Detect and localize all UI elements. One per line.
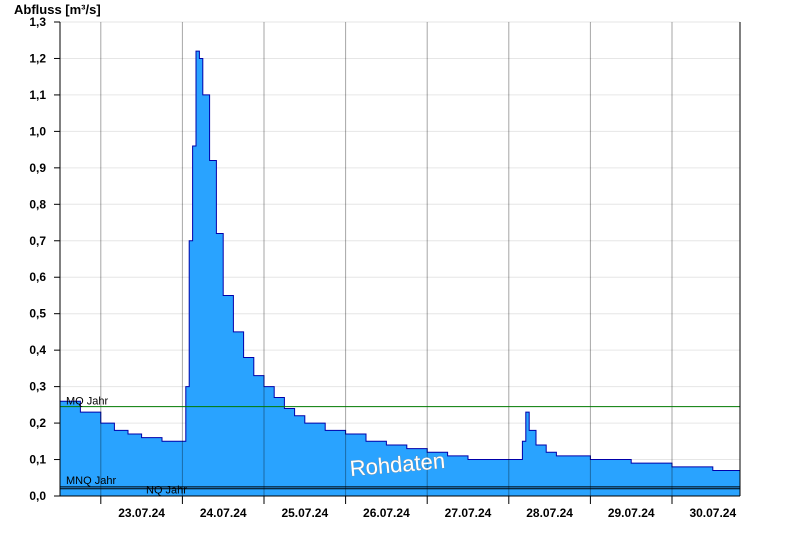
reference-line-label: MNQ Jahr — [66, 475, 116, 487]
x-tick-label: 29.07.24 — [608, 506, 655, 520]
y-tick-label: 1,2 — [29, 51, 46, 65]
x-tick-label: 30.07.24 — [689, 506, 736, 520]
y-tick-label: 0,8 — [29, 197, 46, 211]
y-tick-label: 0,6 — [29, 270, 46, 284]
y-tick-label: 0,2 — [29, 416, 46, 430]
y-tick-label: 1,3 — [29, 15, 46, 29]
y-tick-label: 0,3 — [29, 380, 46, 394]
series-layer — [60, 22, 740, 497]
y-tick-label: 0,5 — [29, 307, 46, 321]
y-ticks: 0,0 0,1 0,2 0,3 0,4 0,5 0,6 0,7 0,8 0,9 1,0 1,1 1,2 1… — [29, 15, 60, 503]
x-tick-label: 28.07.24 — [526, 506, 573, 520]
x-ticks: 23.07.24 24.07.24 25.07.24 26.07.24 27.07.24… — [100, 496, 736, 520]
y-tick-label: 1,0 — [29, 124, 46, 138]
y-tick-label: 0,9 — [29, 161, 46, 175]
grid — [60, 21, 740, 461]
y-tick-label: 1,1 — [29, 88, 46, 102]
x-tick-label: 27.07.24 — [445, 506, 492, 520]
y-tick-label: 0,7 — [29, 234, 46, 248]
reference-line-label: MQ Jahr — [66, 396, 109, 408]
x-tick-label: 23.07.24 — [118, 506, 165, 520]
y-tick-label: 0,1 — [29, 453, 46, 467]
y-tick-label: 0,4 — [29, 343, 46, 357]
reference-lines: MQ Jahr MNQ Jahr NQ Jahr — [60, 396, 740, 497]
reference-line-label: NQ Jahr — [146, 485, 187, 497]
axes — [59, 22, 741, 497]
y-axis-label: Abfluss [m³/s] — [14, 2, 101, 17]
x-tick-label: 25.07.24 — [281, 506, 328, 520]
x-tick-label: 24.07.24 — [200, 506, 247, 520]
y-tick-label: 0,0 — [29, 489, 46, 503]
discharge-line — [60, 50, 740, 471]
discharge-area — [60, 51, 740, 497]
x-tick-label: 26.07.24 — [363, 506, 410, 520]
